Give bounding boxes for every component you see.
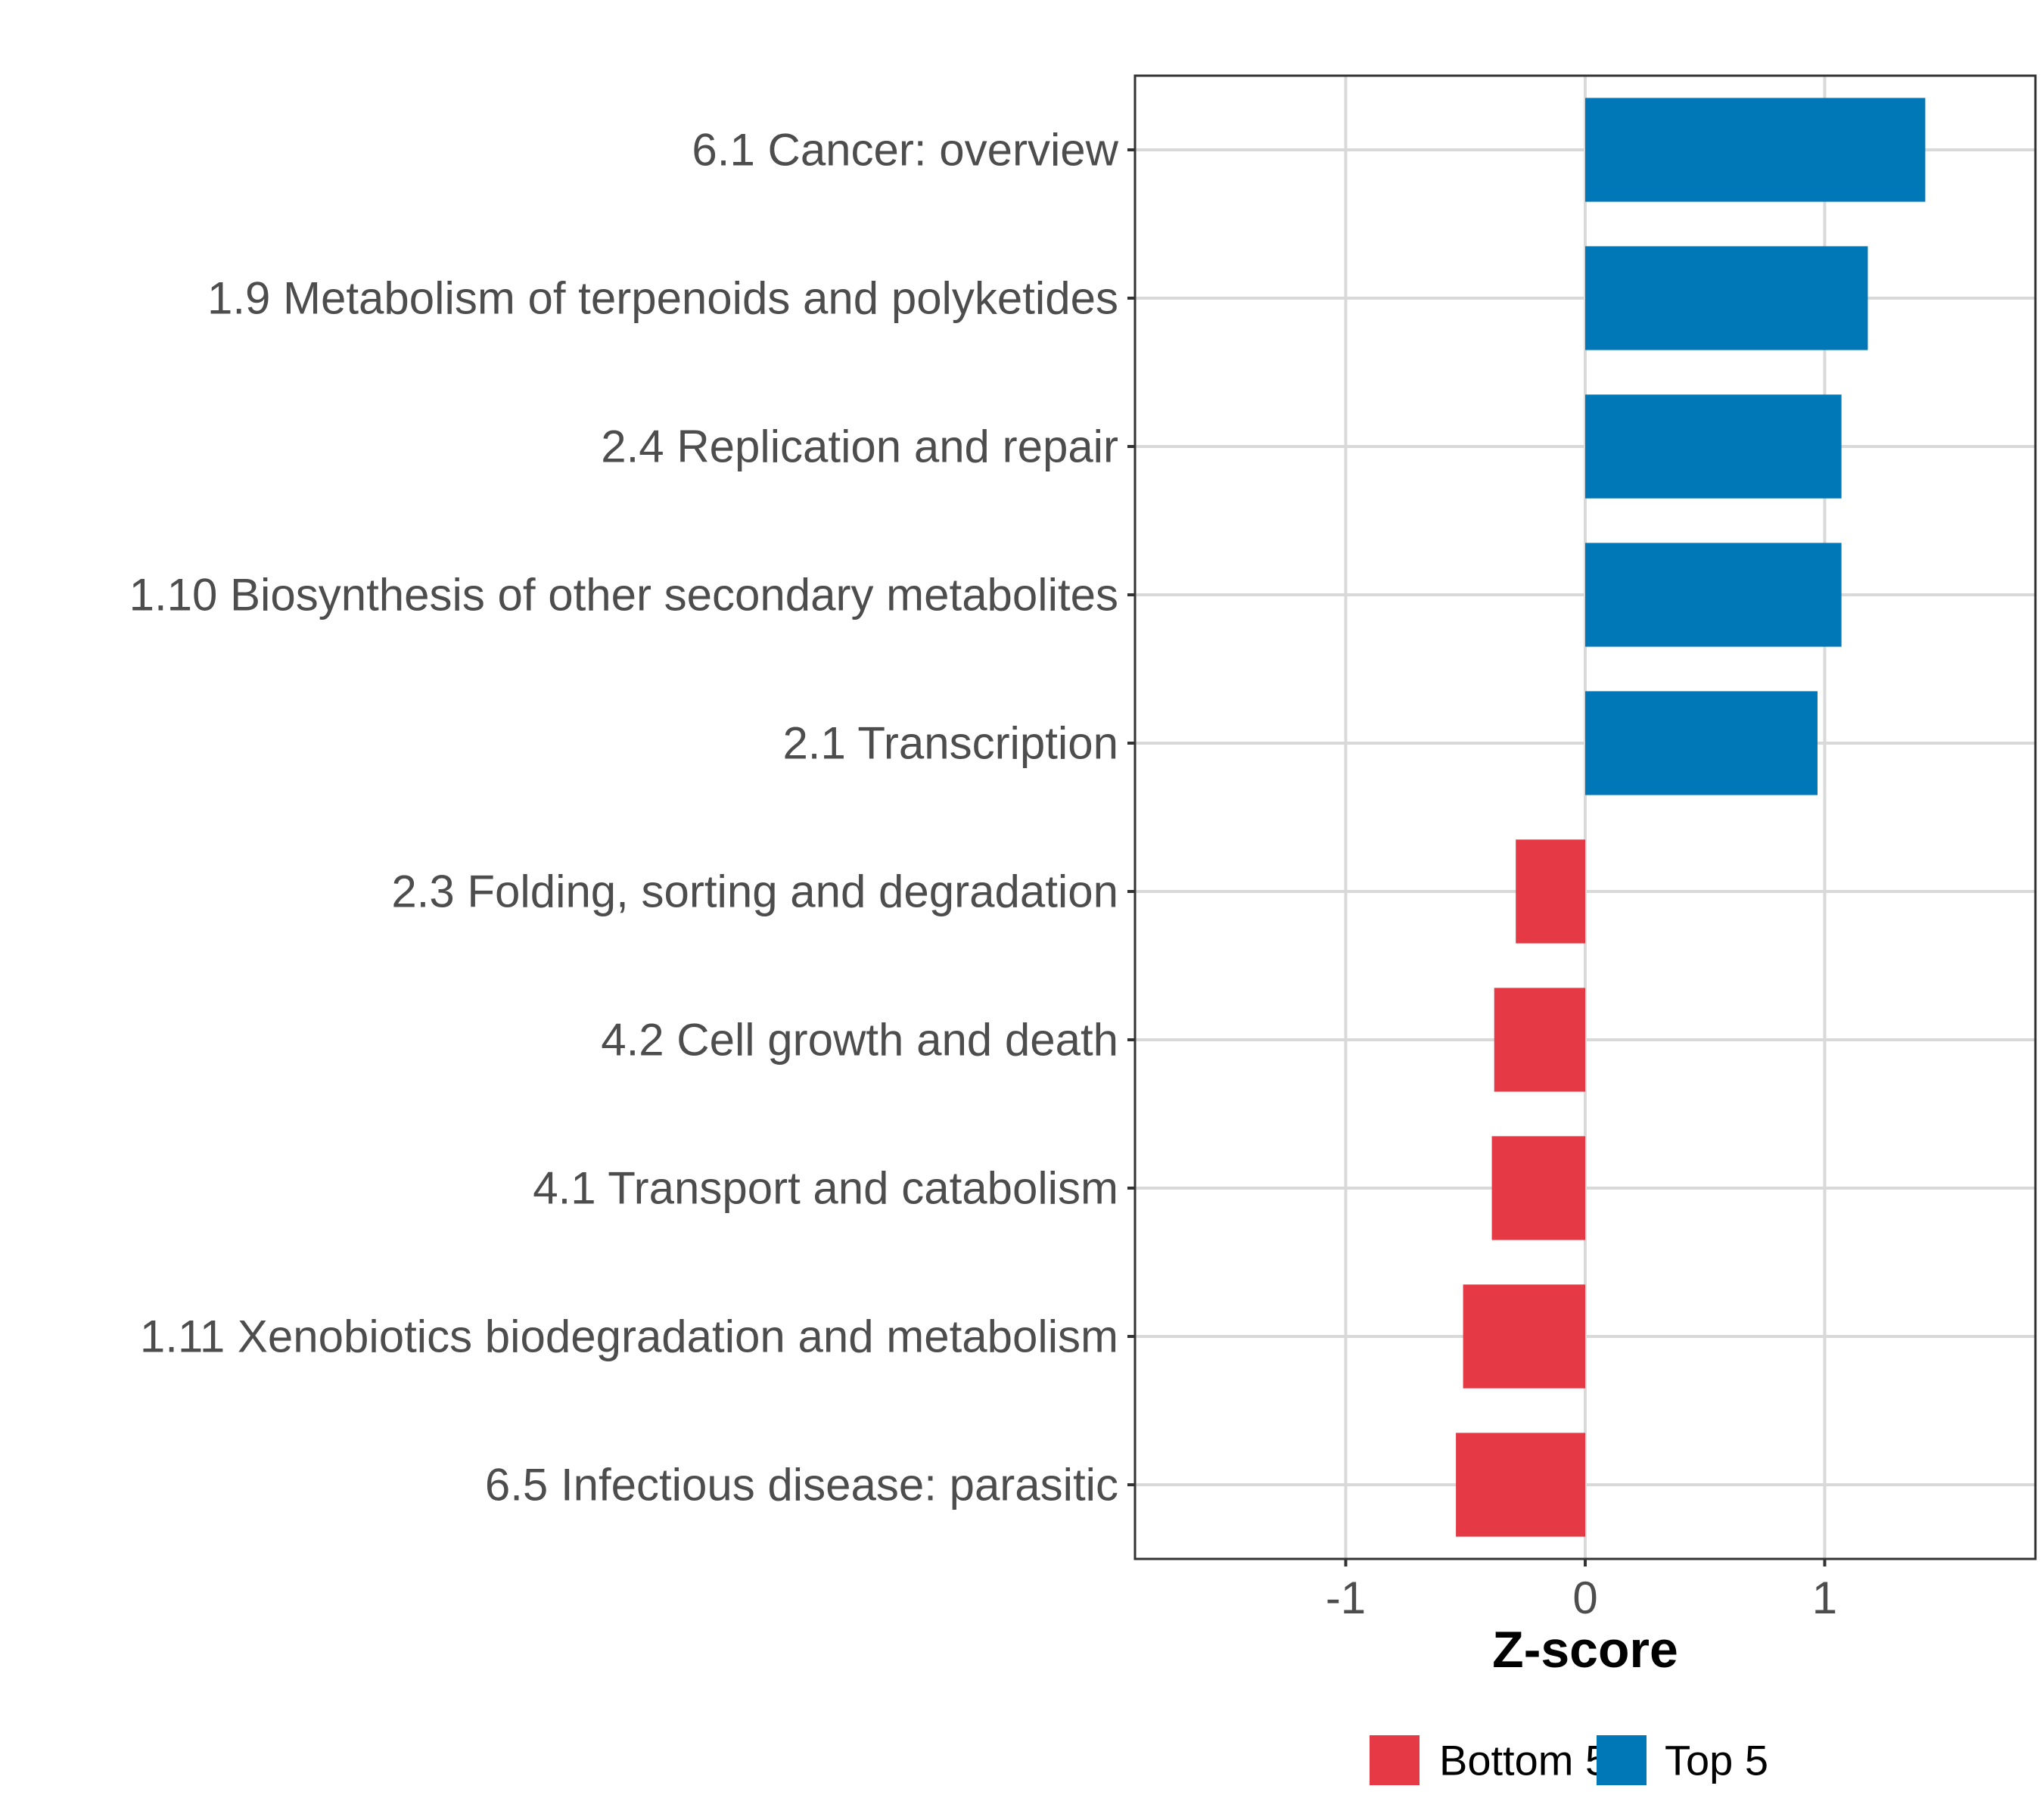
bar-1-9-metabolism-of-terpenoids-and-polyketides (1585, 246, 1868, 350)
bar-2-3-folding-sorting-and-degradation (1516, 839, 1585, 944)
x-tick-label: -1 (1326, 1573, 1366, 1623)
category-label-2-3-folding-sorting-and-degradation: 2.3 Folding, sorting and degradation (391, 866, 1118, 917)
x-axis: -1 0 1 (1326, 1559, 1837, 1623)
category-label-1-9-metabolism-of-terpenoids-and-polyketides: 1.9 Metabolism of terpenoids and polyket… (207, 273, 1118, 324)
category-label-2-4-replication-and-repair: 2.4 Replication and repair (601, 422, 1118, 472)
bar-6-5-infectious-disease-parasitic (1456, 1433, 1585, 1537)
bar-4-2-cell-growth-and-death (1494, 988, 1585, 1092)
y-axis: 6.1 Cancer: overview 1.9 Metabolism of te… (129, 125, 1135, 1510)
bars (1456, 98, 1926, 1537)
legend-label-top-5: Top 5 (1665, 1737, 1768, 1784)
bar-1-11-xenobiotics-biodegradation-and-metabolism (1463, 1284, 1585, 1389)
legend: Bottom 5 Top 5 (1370, 1735, 1768, 1785)
x-axis-title: Z-score (1492, 1621, 1678, 1678)
category-label-1-10-biosynthesis-of-other-secondary-metabolites: 1.10 Biosynthesis of other secondary met… (129, 570, 1118, 621)
bar-6-1-cancer-overview (1585, 98, 1926, 202)
category-label-4-2-cell-growth-and-death: 4.2 Cell growth and death (601, 1015, 1118, 1066)
category-label-6-5-infectious-disease-parasitic: 6.5 Infectious disease: parasitic (485, 1460, 1118, 1510)
legend-key-bottom-5 (1370, 1735, 1420, 1785)
legend-label-bottom-5: Bottom 5 (1439, 1737, 1609, 1784)
bar-2-4-replication-and-repair (1585, 394, 1842, 499)
bar-1-10-biosynthesis-of-other-secondary-metabolites (1585, 543, 1842, 647)
category-label-6-1-cancer-overview: 6.1 Cancer: overview (692, 125, 1118, 176)
category-label-4-1-transport-and-catabolism: 4.1 Transport and catabolism (533, 1163, 1118, 1214)
x-tick-label: 1 (1812, 1573, 1837, 1623)
category-label-2-1-transcription: 2.1 Transcription (782, 718, 1118, 769)
bar-2-1-transcription (1585, 691, 1818, 795)
x-tick-label: 0 (1572, 1573, 1597, 1623)
legend-key-top-5 (1597, 1735, 1647, 1785)
bar-4-1-transport-and-catabolism (1491, 1136, 1585, 1240)
category-label-1-11-xenobiotics-biodegradation-and-metabolism: 1.11 Xenobiotics biodegradation and meta… (140, 1311, 1118, 1362)
